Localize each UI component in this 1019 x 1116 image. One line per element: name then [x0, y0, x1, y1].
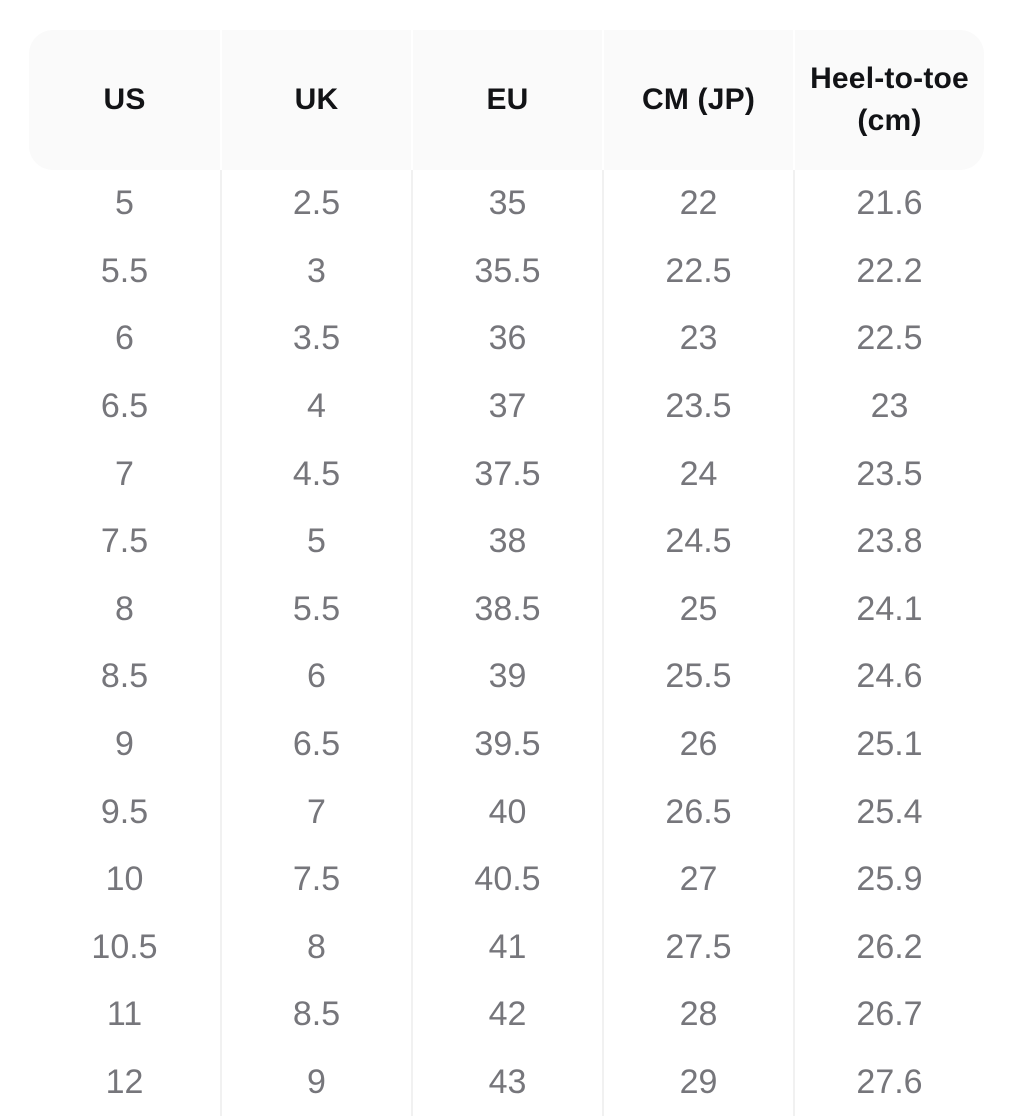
table-row: 8.5 6 39 25.5 24.6 — [29, 643, 984, 711]
table-cell-us: 6.5 — [100, 387, 149, 426]
table-row: 7.5 5 38 24.5 23.8 — [29, 507, 984, 576]
table-cell-cm_jp: 25.5 — [602, 643, 793, 711]
table-cell-cm_jp: 26 — [602, 710, 793, 779]
column-header-uk: UK — [220, 30, 411, 170]
table-row: 11 8.5 42 28 26.7 — [29, 981, 984, 1049]
table-cell-cm_jp: 23.5 — [602, 372, 793, 441]
table-cell-eu: 43 — [411, 1048, 602, 1116]
table-cell-uk: 3.5 — [220, 305, 411, 373]
table-cell-uk: 3 — [220, 237, 411, 306]
table-cell-uk: 4.5 — [220, 440, 411, 508]
table-cell-eu: 40 — [411, 778, 602, 846]
table-cell-us: 8.5 — [100, 657, 149, 696]
table-cell-eu: 38.5 — [411, 575, 602, 644]
table-cell-heel_to_toe: 24.6 — [793, 643, 984, 711]
table-cell-uk: 9 — [220, 1048, 411, 1116]
table-body: 5 2.5 35 22 21.6 5.5 3 35.5 22.5 22.2 6 3.5 36 23 22.5… — [29, 170, 984, 1116]
table-cell-us: 7 — [115, 454, 134, 493]
table-cell-eu: 37 — [411, 372, 602, 441]
table-cell-eu: 39.5 — [411, 710, 602, 779]
table-cell-uk: 6 — [220, 643, 411, 711]
table-cell-uk: 4 — [220, 372, 411, 441]
table-cell-us: 12 — [105, 1063, 144, 1102]
table-row: 5.5 3 35.5 22.5 22.2 — [29, 237, 984, 306]
table-cell-us: 11 — [106, 995, 143, 1034]
table-cell-us: 10 — [105, 860, 144, 899]
table-row: 9.5 7 40 26.5 25.4 — [29, 778, 984, 846]
table-cell-eu: 42 — [411, 981, 602, 1049]
table-cell-heel_to_toe: 24.1 — [793, 575, 984, 644]
table-cell-eu: 36 — [411, 305, 602, 373]
table-cell-cm_jp: 25 — [602, 575, 793, 644]
table-cell-heel_to_toe: 27.6 — [793, 1048, 984, 1116]
table-cell-eu: 40.5 — [411, 845, 602, 914]
table-cell-heel_to_toe: 25.4 — [793, 778, 984, 846]
table-cell-us: 9 — [115, 725, 134, 764]
table-row: 8 5.5 38.5 25 24.1 — [29, 575, 984, 644]
table-header-row: US UK EU CM (JP) Heel-to-toe (cm) — [29, 30, 984, 170]
table-cell-heel_to_toe: 22.5 — [793, 305, 984, 373]
table-cell-cm_jp: 22 — [602, 170, 793, 238]
table-cell-heel_to_toe: 26.2 — [793, 913, 984, 982]
table-cell-us: 5.5 — [100, 251, 149, 290]
table-cell-cm_jp: 27 — [602, 845, 793, 914]
table-cell-cm_jp: 28 — [602, 981, 793, 1049]
table-cell-uk: 5.5 — [220, 575, 411, 644]
size-conversion-table: US UK EU CM (JP) Heel-to-toe (cm) 5 2.5 35… — [29, 30, 984, 1116]
table-cell-eu: 38 — [411, 507, 602, 576]
table-cell-heel_to_toe: 26.7 — [793, 981, 984, 1049]
table-cell-uk: 5 — [220, 507, 411, 576]
table-cell-eu: 41 — [411, 913, 602, 982]
table-cell-cm_jp: 22.5 — [602, 237, 793, 306]
column-header-eu: EU — [411, 30, 602, 170]
table-cell-cm_jp: 23 — [602, 305, 793, 373]
table-cell-cm_jp: 26.5 — [602, 778, 793, 846]
table-cell-heel_to_toe: 23.8 — [793, 507, 984, 576]
table-cell-us: 8 — [115, 589, 134, 628]
table-cell-heel_to_toe: 22.2 — [793, 237, 984, 306]
table-row: 6.5 4 37 23.5 23 — [29, 372, 984, 441]
table-row: 12 9 43 29 27.6 — [29, 1048, 984, 1116]
column-header-us: US — [29, 30, 220, 170]
table-cell-cm_jp: 27.5 — [602, 913, 793, 982]
table-cell-heel_to_toe: 25.9 — [793, 845, 984, 914]
column-header-heel-to-toe: Heel-to-toe (cm) — [793, 30, 984, 170]
table-cell-uk: 2.5 — [220, 170, 411, 238]
table-cell-us: 10.5 — [91, 927, 158, 966]
table-cell-eu: 37.5 — [411, 440, 602, 508]
table-row: 10.5 8 41 27.5 26.2 — [29, 913, 984, 982]
column-header-cm-jp: CM (JP) — [602, 30, 793, 170]
table-row: 10 7.5 40.5 27 25.9 — [29, 845, 984, 914]
table-cell-uk: 8 — [220, 913, 411, 982]
table-cell-eu: 35 — [411, 170, 602, 238]
table-cell-heel_to_toe: 21.6 — [793, 170, 984, 238]
table-cell-cm_jp: 29 — [602, 1048, 793, 1116]
table-cell-heel_to_toe: 23.5 — [793, 440, 984, 508]
table-cell-cm_jp: 24.5 — [602, 507, 793, 576]
table-cell-us: 7.5 — [100, 522, 149, 561]
table-cell-heel_to_toe: 25.1 — [793, 710, 984, 779]
table-row: 6 3.5 36 23 22.5 — [29, 305, 984, 373]
table-cell-eu: 39 — [411, 643, 602, 711]
table-cell-uk: 7 — [220, 778, 411, 846]
table-cell-cm_jp: 24 — [602, 440, 793, 508]
table-row: 5 2.5 35 22 21.6 — [29, 170, 984, 238]
table-cell-heel_to_toe: 23 — [793, 372, 984, 441]
table-cell-uk: 6.5 — [220, 710, 411, 779]
table-row: 7 4.5 37.5 24 23.5 — [29, 440, 984, 508]
table-row: 9 6.5 39.5 26 25.1 — [29, 710, 984, 779]
table-cell-us: 6 — [115, 319, 134, 358]
table-cell-us: 5 — [115, 184, 134, 223]
table-cell-uk: 8.5 — [220, 981, 411, 1049]
table-cell-uk: 7.5 — [220, 845, 411, 914]
table-cell-us: 9.5 — [100, 792, 149, 831]
table-cell-eu: 35.5 — [411, 237, 602, 306]
